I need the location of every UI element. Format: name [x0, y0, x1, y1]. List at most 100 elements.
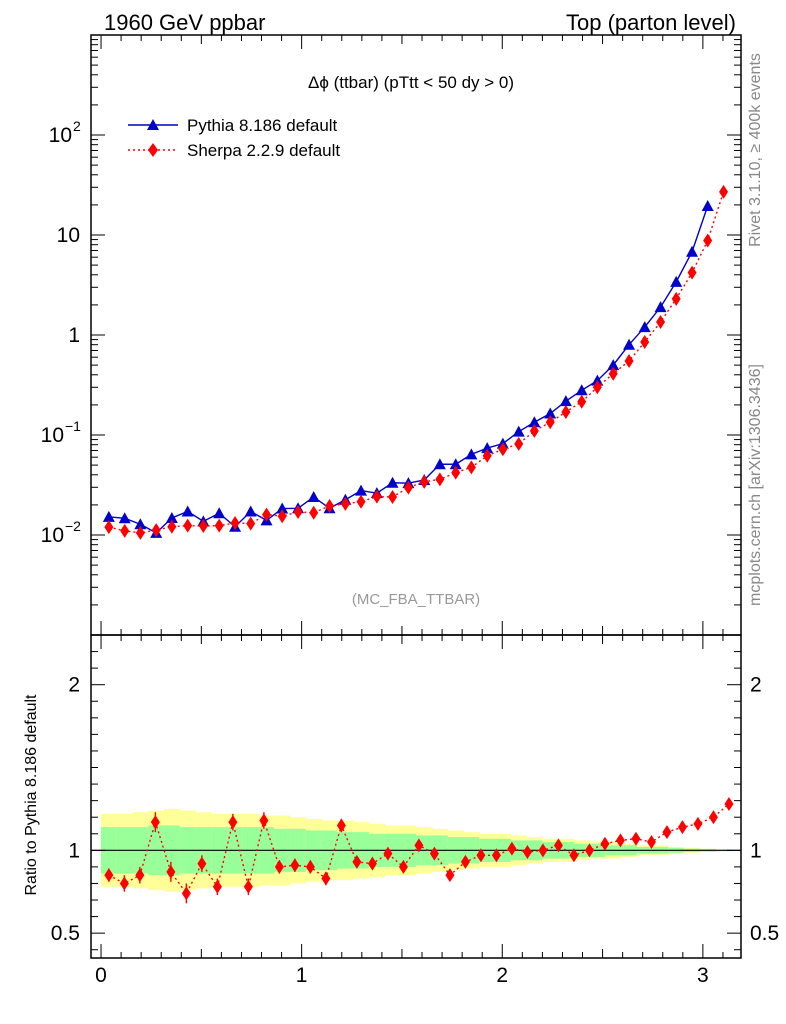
header-right: Top (parton level) [566, 10, 736, 35]
data-point-pythia [623, 338, 636, 350]
data-point-sherpa [151, 523, 161, 538]
ratio-panel: 0.5 0.5 1 1 2 2 Ratio to Pythia 8.186 default [23, 634, 779, 959]
data-point-sherpa [277, 509, 287, 524]
data-point-pythia [465, 448, 478, 460]
data-point-pythia [134, 518, 147, 530]
data-point-sherpa [561, 404, 571, 419]
data-point-pythia [559, 395, 572, 407]
ratio-y-tick-label-right: 1 [750, 839, 762, 862]
data-point-sherpa [498, 442, 508, 457]
ratio-point-sherpa [212, 879, 222, 894]
ratio-point-sherpa [538, 843, 548, 858]
ratio-point-sherpa [584, 843, 594, 858]
ratio-y-tick-label-right: 0.5 [750, 922, 779, 945]
data-point-sherpa [214, 518, 224, 533]
data-point-sherpa [624, 353, 634, 368]
data-point-sherpa [388, 489, 398, 504]
ratio-point-sherpa [305, 859, 315, 874]
ratio-y-tick-label: 2 [68, 674, 80, 697]
ratio-y-tick-label-right: 2 [750, 674, 762, 697]
ratio-point-sherpa [445, 868, 455, 883]
ratio-point-sherpa [615, 833, 625, 848]
data-point-sherpa [640, 335, 650, 350]
ratio-point-sherpa [553, 838, 563, 853]
data-point-sherpa [545, 415, 555, 430]
ratio-point-sherpa [243, 879, 253, 894]
data-point-sherpa [687, 265, 697, 280]
ratio-point-sherpa [135, 868, 145, 883]
ratio-point-sherpa [677, 820, 687, 835]
data-point-pythia [701, 199, 714, 211]
ratio-point-sherpa [150, 815, 160, 830]
data-point-pythia [244, 505, 257, 517]
data-point-pythia [607, 359, 620, 371]
data-point-pythia [307, 490, 320, 502]
data-point-sherpa [356, 494, 366, 509]
main-series [102, 184, 729, 540]
data-point-pythia [512, 425, 525, 437]
data-point-pythia [528, 416, 541, 428]
y-tick-exponent: −2 [65, 518, 81, 534]
ratio-point-sherpa [197, 856, 207, 871]
y-tick-label: 10 [41, 424, 64, 447]
data-point-pythia [481, 442, 494, 454]
data-point-sherpa [246, 516, 256, 531]
ratio-point-sherpa [662, 825, 672, 840]
data-point-pythia [165, 511, 178, 523]
data-point-sherpa [577, 394, 587, 409]
data-point-pythia [213, 507, 226, 519]
legend-label-sherpa: Sherpa 2.2.9 default [187, 141, 340, 160]
data-point-sherpa [135, 525, 145, 540]
data-point-sherpa [514, 436, 524, 451]
data-point-sherpa [183, 518, 193, 533]
data-point-pythia [433, 458, 446, 470]
ratio-point-sherpa [414, 838, 424, 853]
data-point-sherpa [451, 465, 461, 480]
data-point-sherpa [325, 498, 335, 513]
data-point-pythia [449, 458, 462, 470]
ratio-axis-label: Ratio to Pythia 8.186 default [23, 694, 40, 896]
ratio-point-sherpa [460, 854, 470, 869]
side-label-upper: Rivet 3.1.10, ≥ 400k events [747, 53, 764, 247]
data-point-pythia [102, 510, 115, 522]
header-left: 1960 GeV ppbar [104, 10, 265, 35]
data-point-sherpa [719, 184, 729, 199]
legend-marker-sherpa [148, 143, 158, 157]
data-point-pythia [386, 476, 399, 488]
data-point-sherpa [309, 505, 319, 520]
ratio-point-sherpa [429, 846, 439, 861]
data-point-sherpa [592, 380, 602, 395]
ratio-point-sherpa [724, 796, 734, 811]
data-point-sherpa [529, 423, 539, 438]
ratio-point-sherpa [569, 848, 579, 863]
ratio-point-sherpa [321, 871, 331, 886]
data-point-sherpa [230, 515, 240, 530]
data-point-pythia [654, 301, 667, 313]
data-point-pythia [544, 407, 557, 419]
data-point-sherpa [656, 314, 666, 329]
data-point-pythia [118, 512, 131, 524]
ratio-point-sherpa [398, 859, 408, 874]
data-point-pythia [575, 384, 588, 396]
legend: Pythia 8.186 default Sherpa 2.2.9 defaul… [128, 116, 340, 160]
data-point-sherpa [120, 523, 130, 538]
y-tick-exponent: 2 [73, 118, 81, 134]
ratio-point-sherpa [181, 886, 191, 901]
ratio-point-sherpa [367, 856, 377, 871]
ratio-point-sherpa [104, 868, 114, 883]
data-point-sherpa [198, 519, 208, 534]
x-axis-tick-labels: 0 1 2 3 [95, 964, 709, 987]
data-point-pythia [686, 245, 699, 257]
ratio-y-tick-label: 1 [68, 839, 80, 862]
ratio-point-sherpa [631, 831, 641, 846]
legend-label-pythia: Pythia 8.186 default [187, 116, 338, 135]
ratio-point-sherpa [119, 876, 129, 891]
ratio-point-sherpa [383, 846, 393, 861]
x-tick-label: 1 [296, 964, 308, 987]
data-point-sherpa [167, 519, 177, 534]
data-point-sherpa [671, 291, 681, 306]
data-point-sherpa [104, 520, 114, 535]
ratio-frame [90, 634, 742, 959]
data-point-pythia [638, 321, 651, 333]
